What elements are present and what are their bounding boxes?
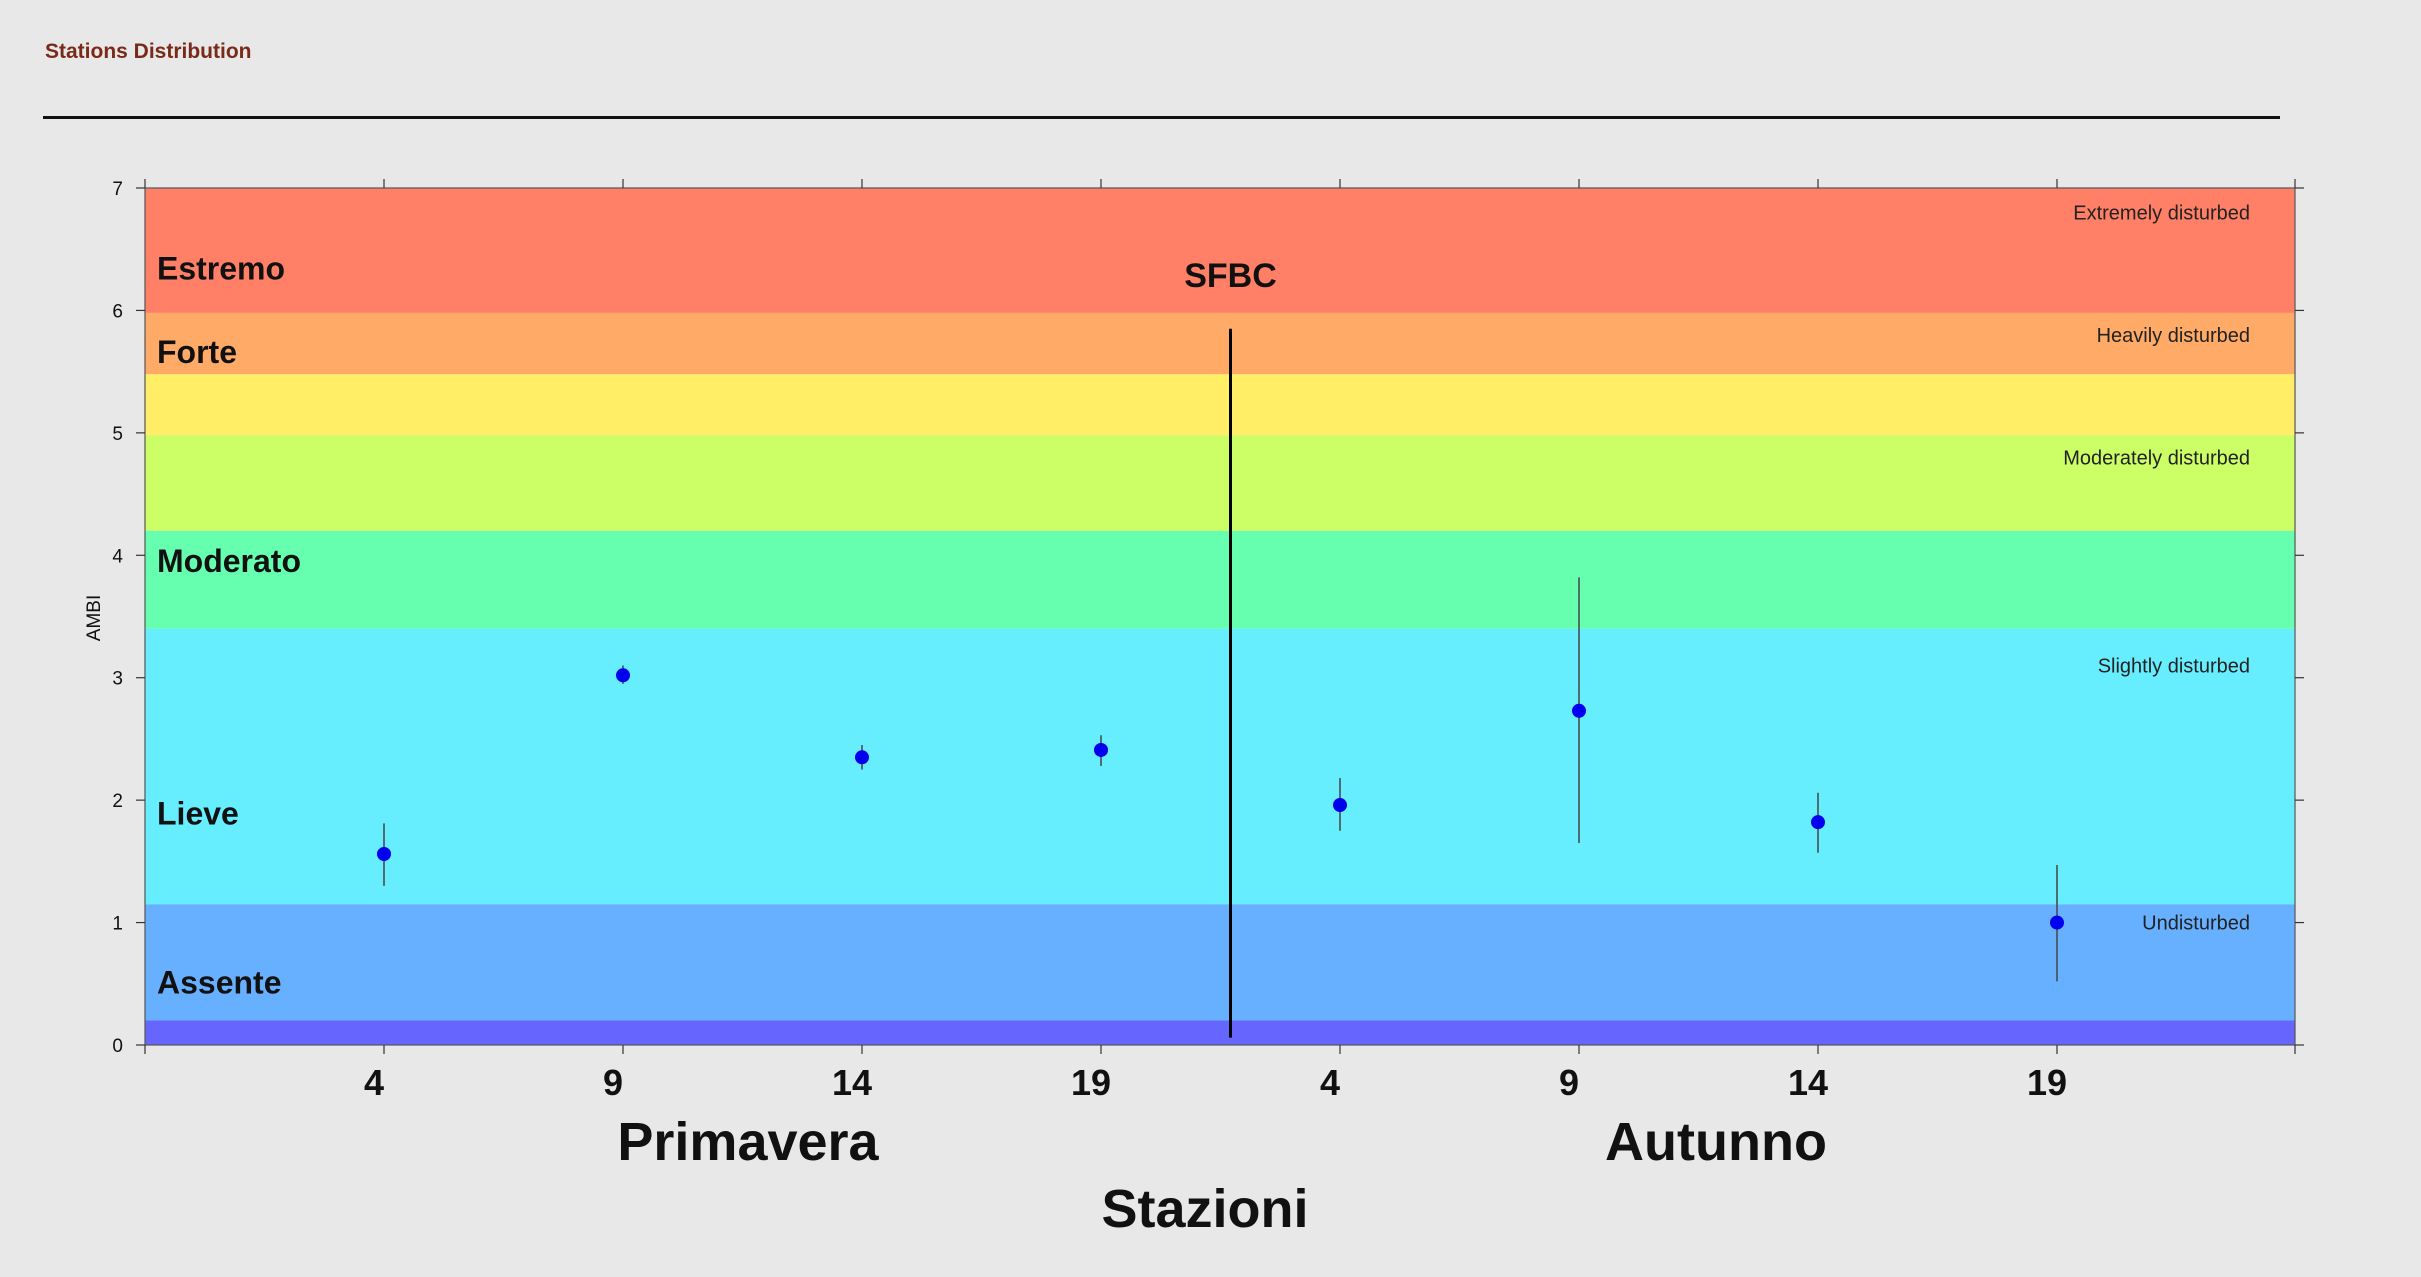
data-point bbox=[855, 750, 869, 765]
divider-label: SFBC bbox=[1184, 257, 1277, 295]
left-band-label: Assente bbox=[157, 964, 282, 1000]
x-tick-label: 14 bbox=[1788, 1062, 1828, 1103]
left-band-label: Moderato bbox=[157, 543, 301, 579]
data-point bbox=[1811, 815, 1825, 830]
band-4 bbox=[145, 435, 2295, 531]
band-7 bbox=[145, 188, 2295, 313]
y-tick-label: 7 bbox=[112, 179, 123, 200]
data-point bbox=[1333, 798, 1347, 813]
left-band-label: Estremo bbox=[157, 251, 285, 287]
bands-layer bbox=[145, 188, 2295, 1045]
page-title: Stations Distribution bbox=[45, 40, 252, 63]
band-3 bbox=[145, 530, 2295, 629]
plot-frame bbox=[144, 187, 2296, 1046]
data-point bbox=[377, 847, 391, 862]
right-band-label: Slightly disturbed bbox=[2098, 655, 2250, 677]
right-band-label: Heavily disturbed bbox=[2097, 325, 2250, 347]
band-1 bbox=[145, 904, 2295, 1021]
right-band-label: Undisturbed bbox=[2142, 913, 2250, 935]
y-tick-label: 4 bbox=[112, 546, 123, 567]
y-tick-label: 1 bbox=[112, 914, 123, 935]
y-tick-label: 6 bbox=[112, 301, 123, 322]
title-divider bbox=[43, 116, 2280, 119]
x-tick-label: 4 bbox=[1320, 1062, 1340, 1103]
data-point bbox=[2050, 915, 2064, 930]
group-label-0: Primavera bbox=[617, 1112, 879, 1172]
y-tick-label: 5 bbox=[112, 424, 123, 445]
band-2 bbox=[145, 628, 2295, 905]
y-tick-label: 2 bbox=[112, 791, 123, 812]
y-axis-label: AMBI bbox=[84, 595, 105, 641]
data-point bbox=[1094, 742, 1108, 757]
points-layer bbox=[377, 577, 2064, 982]
x-tick-label: 9 bbox=[1559, 1062, 1579, 1103]
divider-layer: SFBC bbox=[1184, 257, 1277, 1038]
y-tick-label: 0 bbox=[112, 1036, 123, 1057]
group-label-1: Autunno bbox=[1605, 1112, 1827, 1172]
right-band-label: Extremely disturbed bbox=[2073, 202, 2250, 224]
x-tick-label: 14 bbox=[832, 1062, 872, 1103]
labels-layer: Estremo Forte Moderato Lieve Assente Extremel… bbox=[157, 202, 2250, 1000]
data-point bbox=[616, 668, 630, 683]
right-band-label: Moderately disturbed bbox=[2063, 447, 2250, 469]
x-tick-label: 19 bbox=[1071, 1062, 1111, 1103]
x-axis-label: Stazioni bbox=[1101, 1179, 1308, 1239]
band-0 bbox=[145, 1020, 2295, 1045]
x-tick-label: 19 bbox=[2027, 1062, 2067, 1103]
axes-layer: 0 1 2 3 4 5 6 7 AMBI 4 9 14 19 4 9 14 19 Primavera Autunno… bbox=[84, 179, 2304, 1239]
x-tick-label: 4 bbox=[364, 1062, 384, 1103]
x-tick-label: 9 bbox=[603, 1062, 623, 1103]
band-6 bbox=[145, 312, 2295, 375]
y-tick-label: 3 bbox=[112, 669, 123, 690]
data-point bbox=[1572, 703, 1586, 718]
left-band-label: Forte bbox=[157, 334, 237, 370]
band-5 bbox=[145, 374, 2295, 436]
left-band-label: Lieve bbox=[157, 795, 239, 831]
